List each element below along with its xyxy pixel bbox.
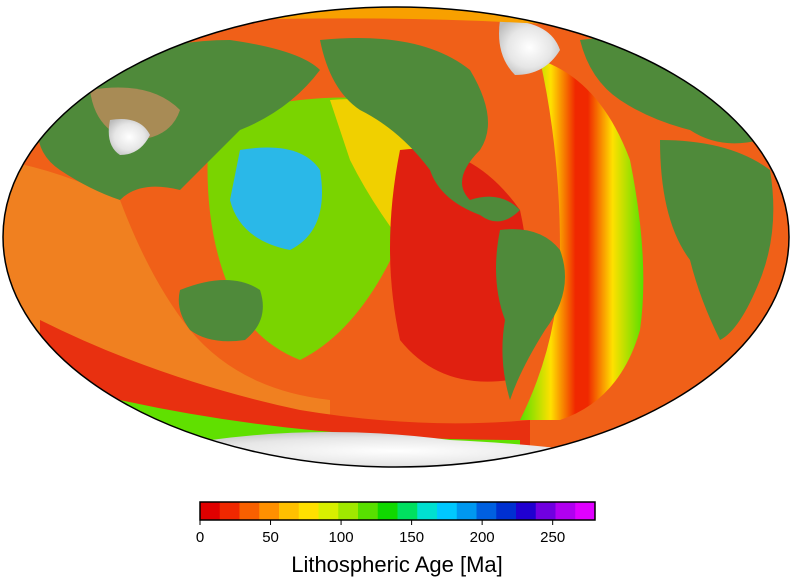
colorbar-segment	[535, 502, 556, 520]
pacific-oldest-crust	[230, 147, 322, 250]
colorbar-segment	[555, 502, 576, 520]
colorbar-segments	[200, 502, 596, 520]
colorbar-segment	[219, 502, 240, 520]
greenland-ice	[499, 20, 560, 75]
colorbar-segment	[259, 502, 280, 520]
colorbar-ticks: 0 50 100 150 200 250	[196, 520, 565, 546]
colorbar-segment	[476, 502, 497, 520]
arctic-young-crust	[230, 7, 560, 25]
colorbar-segment	[318, 502, 339, 520]
colorbar-tick-label: 200	[470, 529, 495, 546]
colorbar-segment	[456, 502, 477, 520]
colorbar-segment	[575, 502, 596, 520]
colorbar-segment	[298, 502, 319, 520]
colorbar-tick-label: 150	[399, 529, 424, 546]
colorbar-tick-label: 0	[196, 529, 204, 546]
australia-land	[178, 280, 263, 342]
colorbar-segment	[417, 502, 438, 520]
north-america-land	[320, 38, 520, 222]
colorbar-segment	[279, 502, 300, 520]
atlantic-ocean-crust	[520, 60, 644, 420]
map-frame	[2, 6, 790, 468]
colorbar-segment	[358, 502, 379, 520]
colorbar-label: Lithospheric Age [Ma]	[291, 552, 503, 577]
colorbar-segment	[239, 502, 260, 520]
colorbar-tick-label: 250	[540, 529, 565, 546]
world-age-map	[2, 6, 790, 468]
south-america-land	[496, 229, 565, 400]
colorbar-segment	[437, 502, 458, 520]
colorbar-segment	[377, 502, 398, 520]
colorbar-tick-label: 50	[262, 529, 279, 546]
colorbar-segment	[496, 502, 517, 520]
colorbar-segment	[338, 502, 359, 520]
colorbar-segment	[397, 502, 418, 520]
tibet-ice	[108, 119, 150, 155]
colorbar-segment	[200, 502, 221, 520]
colorbar-tick-label: 100	[329, 529, 354, 546]
colorbar-segment	[516, 502, 537, 520]
colorbar-frame	[199, 501, 596, 521]
africa-land	[660, 140, 774, 340]
